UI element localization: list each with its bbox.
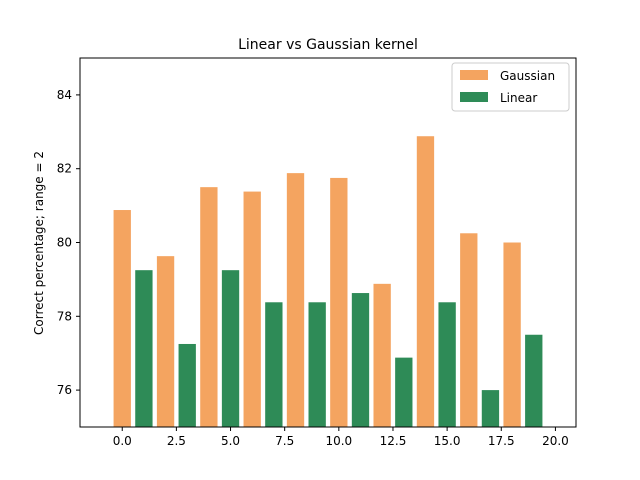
- bar-linear-8: [481, 390, 500, 427]
- bar-gaussian-1: [156, 256, 175, 427]
- y-tick-label-1: 78: [57, 309, 72, 323]
- y-tick-label-0: 76: [57, 383, 72, 397]
- y-tick-label-2: 80: [57, 236, 72, 250]
- legend-label-linear: Linear: [500, 91, 537, 105]
- x-tick-label-3: 7.5: [275, 434, 294, 448]
- x-tick-label-5: 12.5: [380, 434, 407, 448]
- x-tick-label-1: 2.5: [167, 434, 186, 448]
- bar-gaussian-6: [373, 283, 391, 427]
- bar-gaussian-5: [330, 177, 348, 427]
- x-tick-label-6: 15.0: [434, 434, 461, 448]
- bar-linear-5: [351, 293, 370, 427]
- bar-linear-4: [308, 302, 326, 427]
- bar-linear-6: [395, 357, 413, 427]
- x-tick-label-0: 0.0: [113, 434, 132, 448]
- y-tick-label-4: 84: [57, 88, 72, 102]
- y-axis-label: Correct percentage; range = 2: [32, 151, 46, 335]
- bar-gaussian-9: [503, 242, 521, 427]
- bar-linear-7: [438, 302, 456, 427]
- bar-gaussian-2: [200, 187, 218, 427]
- legend-swatch-linear: [460, 92, 488, 102]
- plot-frame: [79, 57, 577, 428]
- bar-gaussian-8: [460, 233, 478, 427]
- bar-linear-0: [135, 270, 153, 427]
- bar-linear-2: [221, 270, 240, 427]
- bar-gaussian-4: [286, 173, 305, 427]
- bar-linear-3: [265, 302, 283, 427]
- x-tick-label-4: 10.0: [325, 434, 352, 448]
- x-tick-label-2: 5.0: [221, 434, 240, 448]
- chart-title: Linear vs Gaussian kernel: [238, 37, 418, 53]
- x-tick-label-7: 17.5: [488, 434, 515, 448]
- bar-gaussian-7: [416, 136, 435, 427]
- legend: Gaussian Linear: [451, 62, 570, 112]
- bar-linear-9: [525, 334, 543, 427]
- y-tick-label-3: 82: [57, 162, 72, 176]
- bars-layer: [113, 136, 543, 427]
- bar-gaussian-3: [243, 191, 261, 427]
- legend-label-gaussian: Gaussian: [500, 69, 555, 83]
- legend-swatch-gaussian: [460, 70, 488, 80]
- bar-linear-1: [178, 343, 196, 427]
- x-tick-label-8: 20.0: [542, 434, 569, 448]
- ticks-layer: 0.0 2.5 5.0 7.5 10.0 12.5 15.0 17.5 20.0 76 78 80 82…: [57, 88, 569, 448]
- bar-gaussian-0: [113, 210, 131, 427]
